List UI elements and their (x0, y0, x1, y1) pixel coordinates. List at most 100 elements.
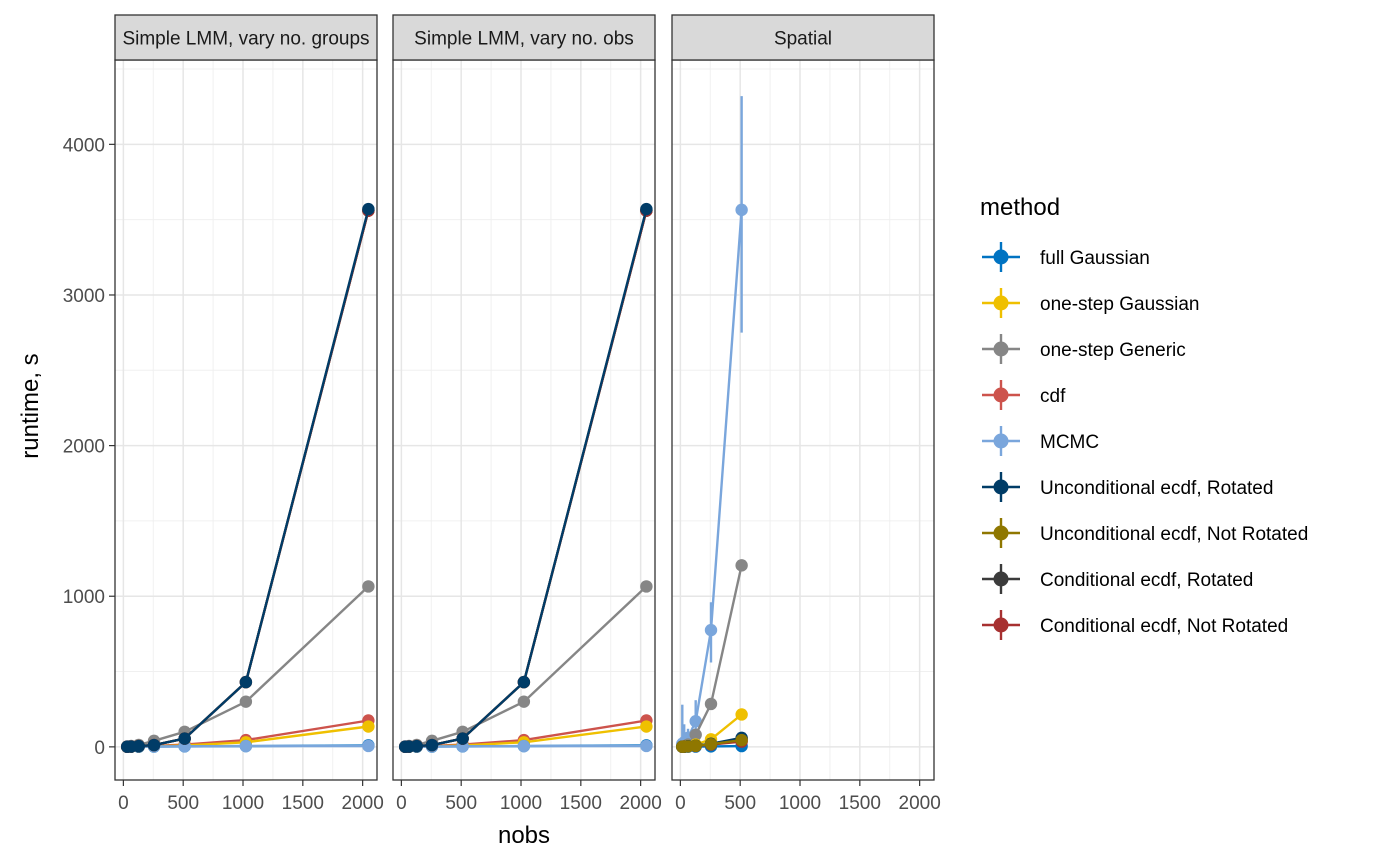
legend-key-point (993, 249, 1009, 265)
facet-panel-1: Simple LMM, vary no. groups (114, 14, 378, 781)
data-point (517, 739, 531, 753)
legend-key-point (993, 571, 1009, 587)
x-tick-label: 0 (675, 793, 686, 814)
data-point (704, 697, 718, 711)
x-tick-label: 1000 (779, 793, 821, 814)
x-tick-label: 2000 (620, 793, 662, 814)
data-point (362, 202, 375, 216)
data-point (362, 580, 375, 593)
x-tick-label: 1000 (500, 793, 542, 814)
facet-strip-label: Simple LMM, vary no. obs (414, 29, 634, 50)
legend-label: one-step Generic (1040, 340, 1186, 361)
panel-data (399, 202, 653, 753)
facet-strip (392, 14, 656, 61)
y-tick-label: 0 (94, 738, 105, 759)
legend-label: cdf (1040, 386, 1066, 407)
series-unconditional-ecdf-rotated (399, 202, 653, 753)
legend-key-point (993, 433, 1009, 449)
data-point (517, 675, 531, 689)
legend-item-mcmc: MCMC (982, 426, 1099, 456)
x-tick-label: 1500 (839, 793, 881, 814)
legend-item-conditional-ecdf-rotated: Conditional ecdf, Rotated (982, 564, 1253, 594)
data-point (735, 733, 748, 747)
x-tick-label: 2000 (342, 793, 384, 814)
panel-background (393, 60, 655, 780)
legend-item-unconditional-ecdf-rotated: Unconditional ecdf, Rotated (982, 472, 1273, 502)
x-tick-label: 1500 (282, 793, 324, 814)
data-point (704, 737, 718, 751)
facet-strip-label: Spatial (774, 29, 832, 50)
x-tick-label: 0 (396, 793, 407, 814)
x-tick-label: 0 (118, 793, 129, 814)
legend-item-unconditional-ecdf-not-rotated: Unconditional ecdf, Not Rotated (982, 518, 1308, 548)
legend-item-one-step-gaussian: one-step Gaussian (982, 288, 1200, 318)
legend-label: full Gaussian (1040, 248, 1150, 269)
y-tick-label: 4000 (63, 135, 105, 156)
data-point (735, 203, 748, 217)
data-point (456, 732, 469, 745)
x-axis-ticks: 0 500 1000 1500 2000 0 500 1000 1500 2000 0 500 1000… (118, 780, 941, 814)
data-point (689, 715, 702, 728)
legend-key-point (993, 295, 1009, 311)
legend-key-point (993, 525, 1009, 541)
legend-key-point (993, 341, 1009, 357)
facet-panel-3: Spatial (671, 14, 935, 781)
x-tick-label: 1000 (222, 793, 264, 814)
data-point (147, 738, 161, 752)
data-point (735, 708, 748, 721)
legend-item-conditional-ecdf-not-rotated: Conditional ecdf, Not Rotated (982, 610, 1288, 640)
legend-item-one-step-generic: one-step Generic (982, 334, 1186, 364)
panel-background (672, 60, 934, 780)
legend: method full Gaussian one-step Gaussian one… (980, 194, 1308, 640)
data-point (640, 720, 653, 733)
legend-key-point (993, 479, 1009, 495)
data-point (239, 739, 253, 753)
data-point (735, 559, 748, 572)
data-point (689, 728, 702, 742)
legend-item-cdf: cdf (982, 380, 1066, 410)
legend-key-point (993, 617, 1009, 633)
panel-data (676, 96, 748, 753)
facet-panel-2: Simple LMM, vary no. obs (392, 14, 656, 781)
data-point (640, 739, 653, 753)
data-point (640, 580, 653, 593)
data-point (362, 720, 375, 733)
legend-label: MCMC (1040, 432, 1099, 453)
legend-label: one-step Gaussian (1040, 294, 1200, 315)
panel-background (115, 60, 377, 780)
legend-label: Conditional ecdf, Rotated (1040, 570, 1253, 591)
data-point (362, 739, 375, 753)
legend-key-point (993, 387, 1009, 403)
x-tick-label: 500 (445, 793, 477, 814)
data-point (239, 695, 253, 708)
panels-layer: Simple LMM, vary no. groups Simple LMM, v… (114, 14, 935, 781)
x-tick-label: 1500 (560, 793, 602, 814)
legend-label: Unconditional ecdf, Rotated (1040, 478, 1273, 499)
facet-strip (114, 14, 378, 61)
data-point (425, 738, 439, 752)
y-tick-label: 1000 (63, 587, 105, 608)
data-point (178, 732, 191, 745)
legend-item-full-gaussian: full Gaussian (982, 242, 1150, 272)
y-tick-label: 3000 (63, 286, 105, 307)
legend-title: method (980, 194, 1060, 221)
x-tick-label: 500 (724, 793, 756, 814)
data-point (704, 623, 718, 637)
legend-label: Conditional ecdf, Not Rotated (1040, 616, 1288, 637)
data-point (132, 739, 145, 753)
y-axis: 0 1000 2000 3000 4000 (63, 135, 115, 759)
data-point (640, 202, 653, 216)
panel-data (121, 202, 375, 753)
facet-strip-label: Simple LMM, vary no. groups (122, 29, 369, 50)
y-axis-title: runtime, s (17, 353, 44, 458)
legend-label: Unconditional ecdf, Not Rotated (1040, 524, 1308, 545)
x-tick-label: 2000 (899, 793, 941, 814)
x-tick-label: 500 (167, 793, 199, 814)
data-point (239, 675, 253, 689)
series-unconditional-ecdf-rotated (121, 202, 375, 753)
data-point (410, 739, 423, 753)
facet-strip (671, 14, 935, 61)
data-point (689, 739, 702, 753)
x-axis-title: nobs (498, 822, 550, 849)
y-tick-label: 2000 (63, 437, 105, 458)
